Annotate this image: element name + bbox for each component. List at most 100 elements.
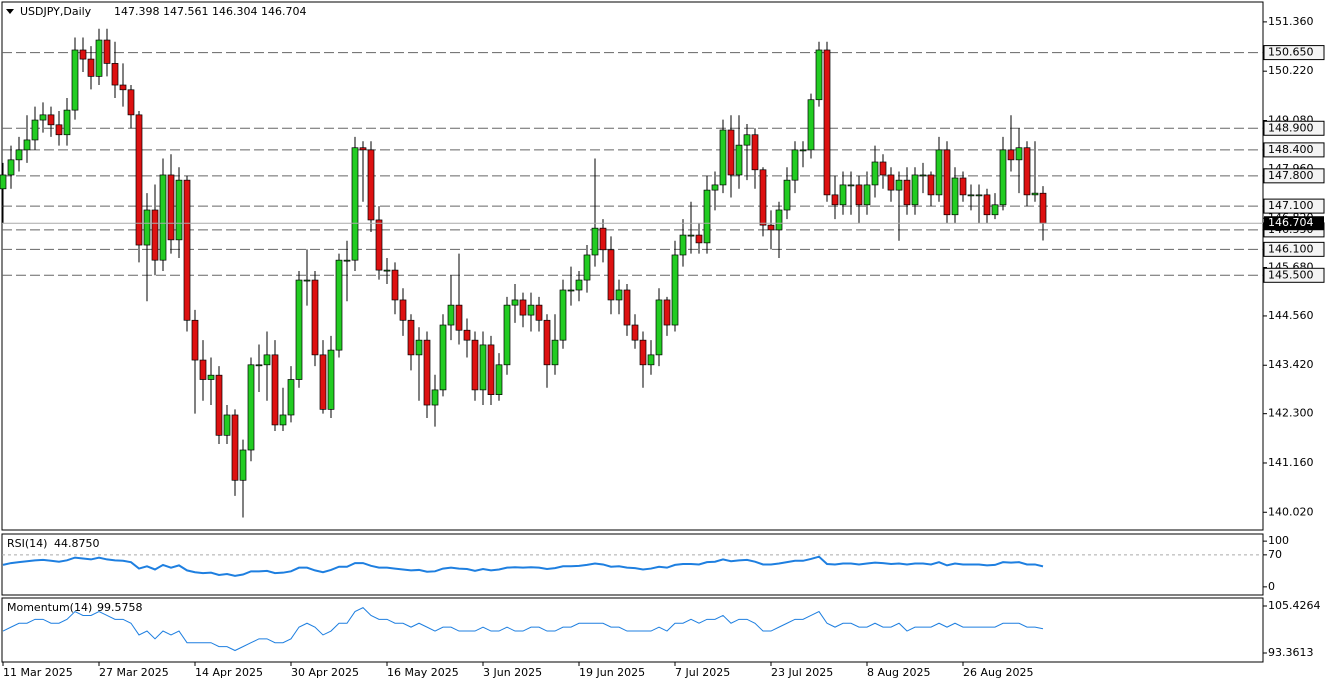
candle-body [471,339,479,391]
candle-body [663,299,671,326]
candle-body [951,177,959,216]
candle-body [279,414,287,426]
menu-arrow [6,9,14,14]
candle-body [975,194,983,197]
candle-body [855,184,863,206]
current-price-box [1264,216,1324,231]
level-label: 148.900 [1268,121,1314,134]
candle-body [215,374,223,436]
x-tick-label: 27 Mar 2025 [99,666,169,679]
price-panel [1,1,1264,531]
open-value: 147.398 [114,5,160,18]
candle-body [439,324,447,391]
candle-body [967,194,975,197]
candle-body [255,364,263,367]
candle-body [1023,147,1031,196]
candle-body [511,299,519,306]
candle-body [247,364,255,451]
candle-body [119,84,127,91]
candle-body [1039,192,1047,224]
candle-body [711,184,719,191]
candle-body [335,259,343,351]
candle-body [879,161,887,176]
candle-body [183,179,191,321]
candle-body [31,119,39,141]
candle-body [175,179,183,241]
candle-body [911,174,919,206]
candle-body [815,49,823,101]
candle-body [231,414,239,481]
level-box [1263,142,1325,158]
candle-body [479,344,487,391]
candle-body [7,159,15,176]
candle-body [943,149,951,216]
candle-body [583,254,591,281]
candle-body [63,109,71,136]
candle-body [535,304,543,321]
rsi-title: RSI(14) [7,537,47,550]
candle-body [575,279,583,291]
candle-body [1015,147,1023,161]
x-tick-label: 30 Apr 2025 [291,666,359,679]
momentum-title: Momentum(14) [7,601,92,614]
x-tick-label: 16 May 2025 [387,666,459,679]
candle-body [1031,192,1039,196]
candle-body [623,289,631,326]
candle-body [727,129,735,176]
candle-body [919,174,927,177]
candle-body [343,259,351,262]
candle-body [527,304,535,316]
candle-body [903,179,911,206]
level-label: 147.800 [1268,169,1314,182]
level-box [1263,120,1325,136]
y-tick-label: 105.4264 [1268,599,1321,612]
y-tick-label: 70 [1268,548,1282,561]
y-tick-label: 150.220 [1268,64,1314,77]
candle-body [839,184,847,206]
y-tick-label: 151.360 [1268,15,1314,28]
y-tick-label: 144.560 [1268,309,1314,322]
candle-body [159,174,167,261]
candle-body [367,149,375,221]
candle-body [23,139,31,151]
candle-body [935,149,943,196]
candle-body [719,129,727,186]
candle-body [87,58,95,77]
candle-body [751,134,759,171]
candle-body [47,114,55,126]
candle-body [71,49,79,111]
candle-body [799,149,807,152]
candle-body [383,269,391,272]
candle-body [311,279,319,356]
candle-body [15,149,23,161]
candle-body [79,49,87,60]
y-tick-label: 93.3613 [1268,646,1314,659]
x-tick-label: 26 Aug 2025 [963,666,1033,679]
level-label: 145.500 [1268,268,1314,281]
candle-body [463,329,471,341]
rsi-line [2,555,1044,577]
x-tick-label: 8 Aug 2025 [867,666,930,679]
candle-body [887,174,895,191]
x-tick-label: 3 Jun 2025 [483,666,542,679]
low-value: 146.304 [212,5,258,18]
momentum-line [2,607,1044,652]
candle-body [399,299,407,321]
candle-body [703,189,711,244]
high-value: 147.561 [163,5,209,18]
candle-body [319,354,327,410]
candle-body [503,304,511,366]
candle-body [271,354,279,426]
candle-body [327,349,335,410]
candle-body [543,319,551,366]
level-label: 146.100 [1268,242,1314,255]
candle-body [775,209,783,231]
candle-body [823,49,831,196]
current-price-label: 146.704 [1268,216,1314,229]
candle-body [1007,149,1015,161]
candle-body [831,194,839,206]
candle-body [551,339,559,366]
level-box [1263,267,1325,283]
candle-body [127,89,135,116]
candle-body [407,319,415,356]
